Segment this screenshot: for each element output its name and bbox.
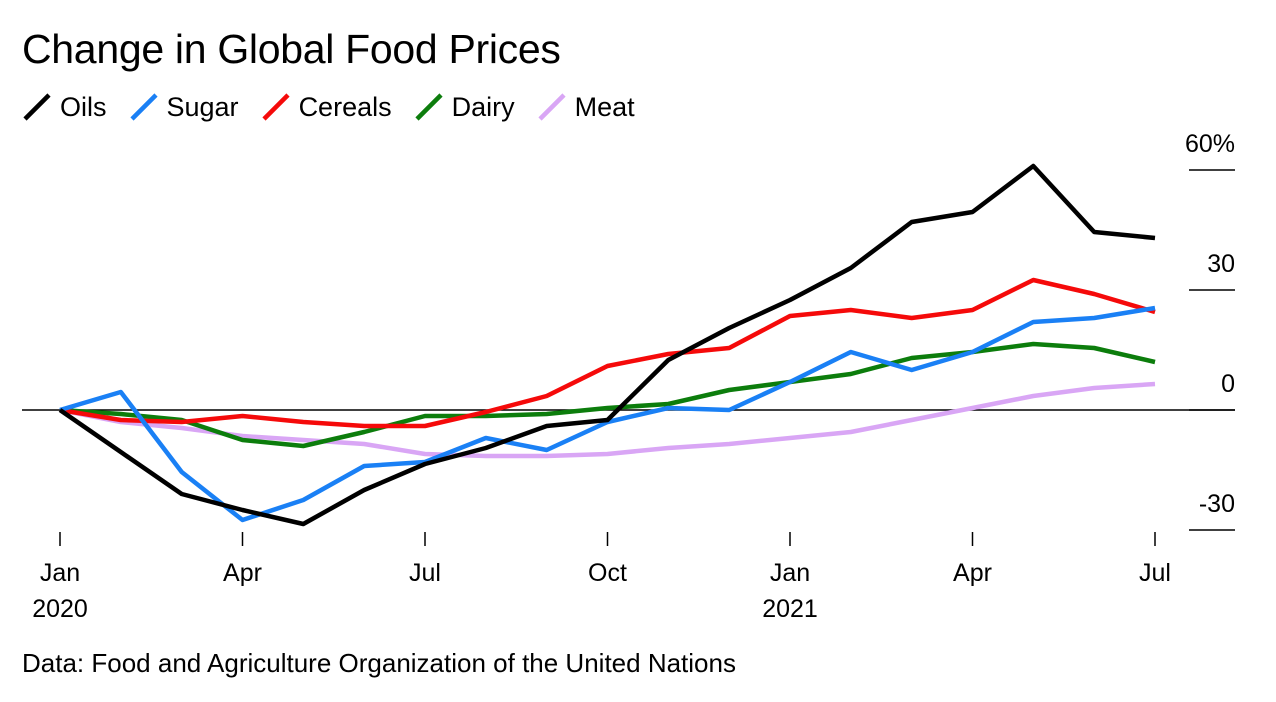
legend-item-dairy: Dairy <box>414 92 515 123</box>
x-tick-label-12: Jan <box>770 559 810 587</box>
legend-swatch-dairy <box>415 93 443 121</box>
x-tick-label-6: Jul <box>409 559 441 587</box>
legend-item-meat: Meat <box>537 92 635 123</box>
series-line-dairy <box>59 341 1156 449</box>
legend-label-oils: Oils <box>60 91 107 122</box>
y-tick-label-0: 0 <box>1221 370 1235 398</box>
legend-label-sugar: Sugar <box>166 91 239 122</box>
x-tick-label-9: Oct <box>588 559 627 587</box>
y-tick-label-60: 60% <box>1185 130 1235 158</box>
x-year-label-0: 2020 <box>32 595 88 623</box>
x-tick-label-15: Apr <box>953 559 992 587</box>
legend-swatch-oils <box>23 93 51 121</box>
series-line-sugar <box>59 305 1156 523</box>
series-line-cereals <box>59 277 1156 429</box>
legend-swatch-cereals <box>261 93 290 121</box>
y-tick-label-30: 30 <box>1207 250 1235 278</box>
legend-swatch-sugar <box>129 93 158 121</box>
legend-item-cereals: Cereals <box>261 92 392 123</box>
legend-item-oils: Oils <box>22 92 107 123</box>
x-tick-label-3: Apr <box>223 559 262 587</box>
series-line-meat <box>59 381 1156 459</box>
x-year-label-12: 2021 <box>762 595 818 623</box>
y-tick-label-30: -30 <box>1199 490 1235 518</box>
legend-item-sugar: Sugar <box>129 92 239 123</box>
chart-legend: Oils Sugar Cereals Dairy Meat <box>22 90 657 124</box>
legend-swatch-meat <box>538 93 566 121</box>
legend-label-dairy: Dairy <box>451 91 515 122</box>
legend-label-meat: Meat <box>574 91 635 122</box>
legend-label-cereals: Cereals <box>298 91 392 122</box>
chart-title: Change in Global Food Prices <box>22 26 561 72</box>
x-tick-label-0: Jan <box>40 559 80 587</box>
series-line-oils <box>58 163 1156 527</box>
x-tick-label-18: Jul <box>1139 559 1171 587</box>
source-note: Data: Food and Agriculture Organization … <box>22 648 736 678</box>
